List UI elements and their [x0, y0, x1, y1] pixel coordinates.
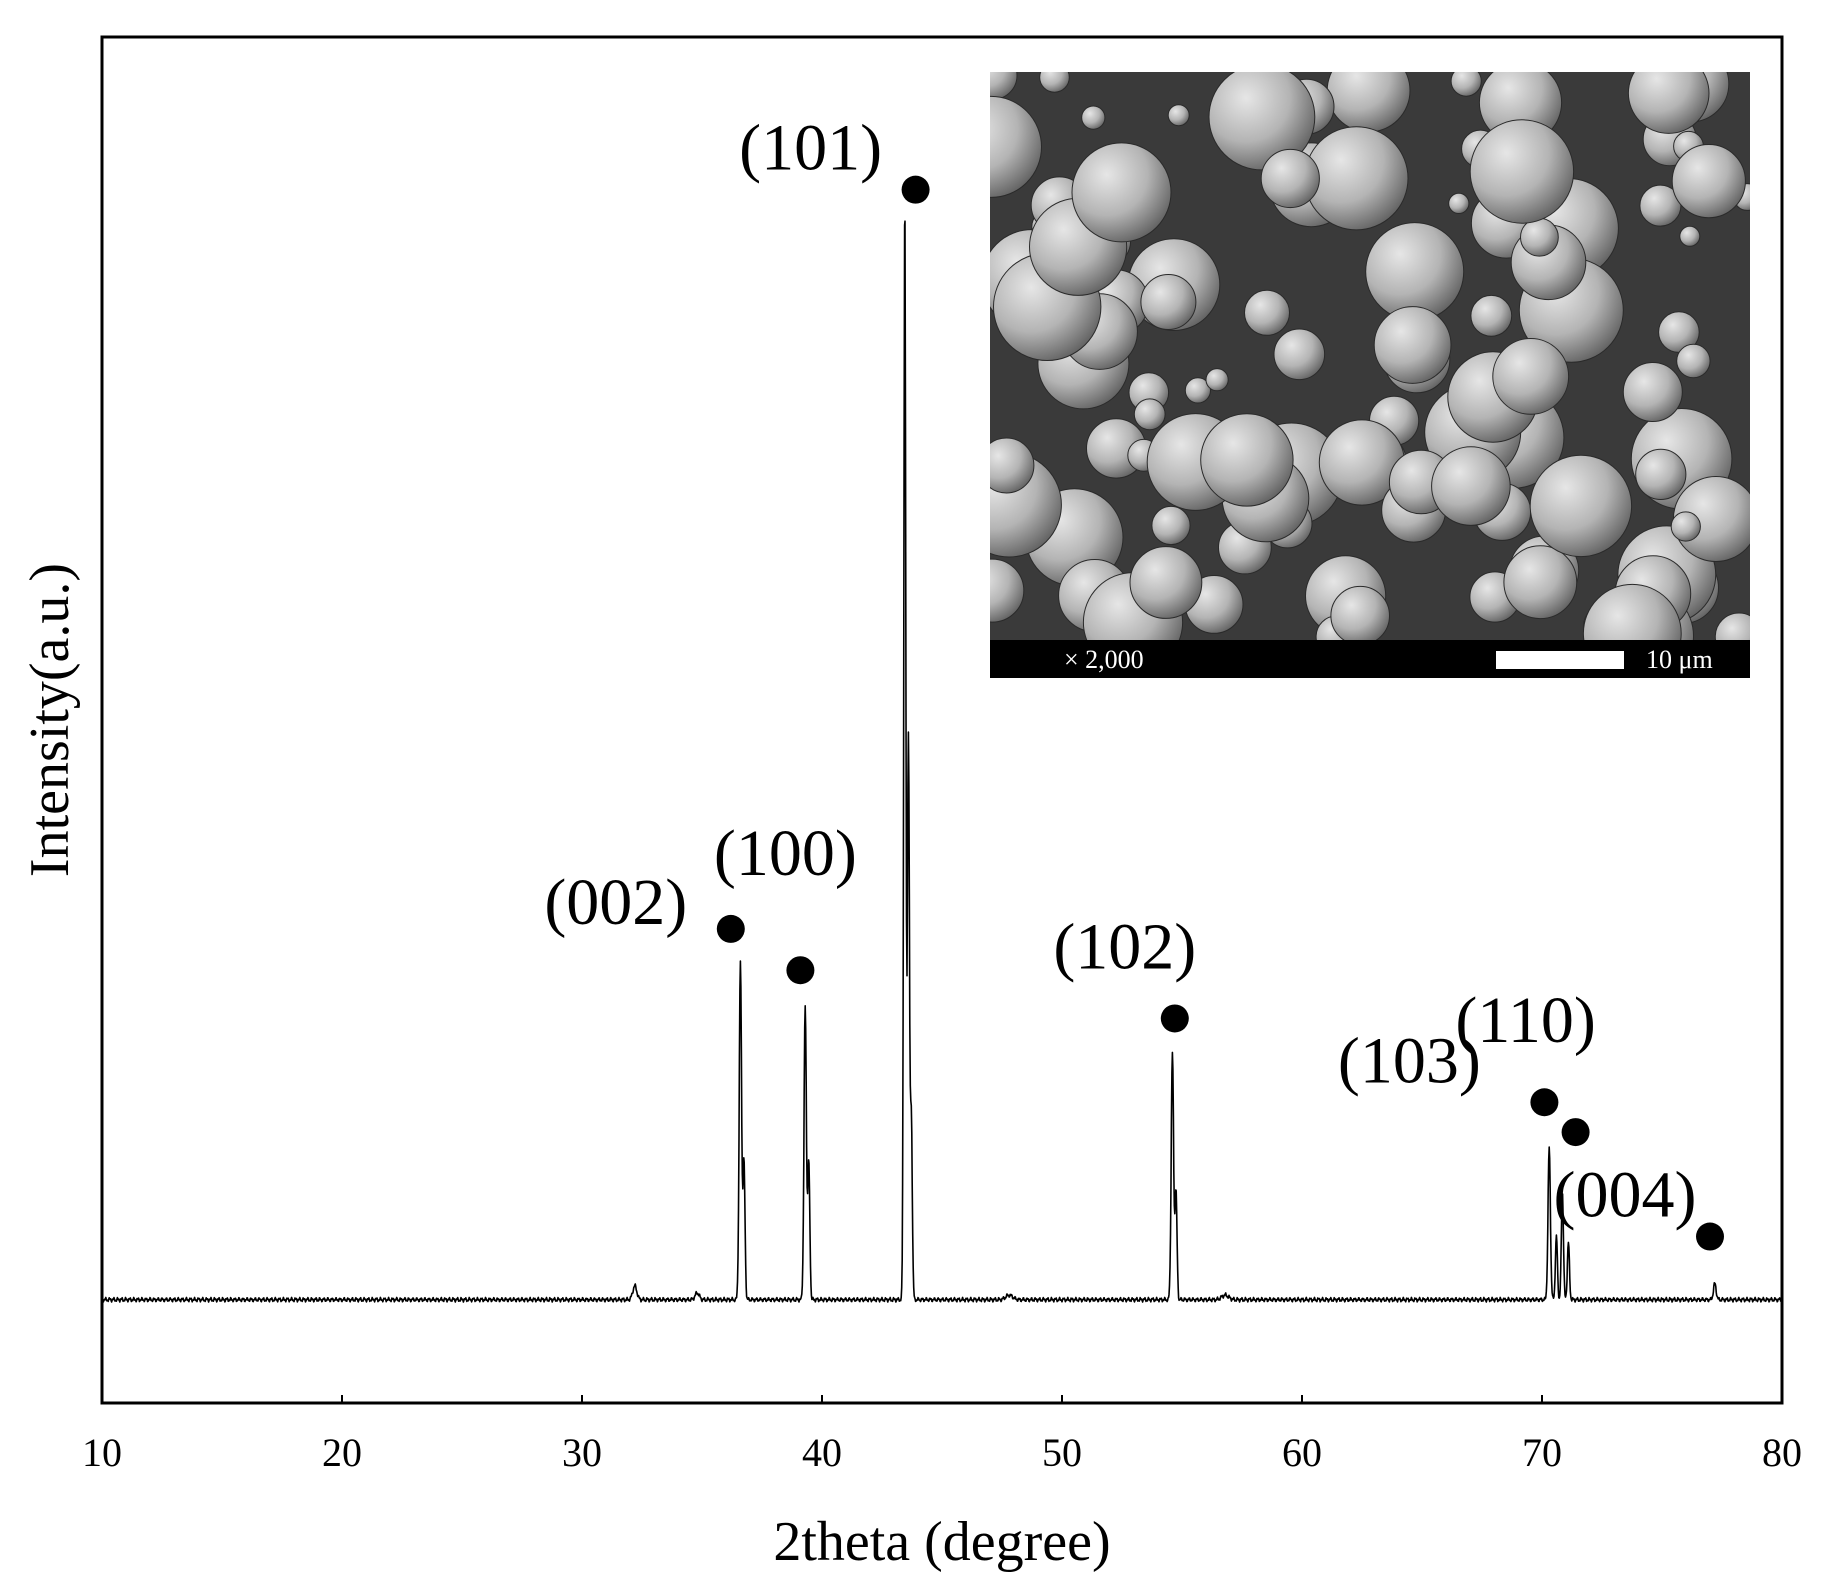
sem-particle [1470, 294, 1513, 337]
sem-magnification: × 2,000 [1064, 645, 1144, 674]
sem-particle [1200, 413, 1294, 507]
sem-particle [1627, 72, 1710, 134]
xrd-spectrum-line [101, 220, 1783, 1303]
sem-particle [1520, 217, 1559, 257]
x-axis-title: 2theta (degree) [773, 1511, 1110, 1573]
peak-label-5: (110) [1455, 984, 1596, 1057]
sem-particle [1129, 546, 1203, 619]
sem-particle [1635, 448, 1687, 500]
sem-particle [1679, 225, 1701, 247]
sem-particle [1273, 328, 1326, 381]
peak-label-0: (002) [544, 866, 687, 939]
sem-particle [1448, 192, 1470, 214]
sem-particle [1469, 119, 1575, 224]
y-axis-title: Intensity(a.u.) [19, 563, 81, 877]
sem-particle [1492, 338, 1570, 415]
sem-particle [1529, 454, 1633, 558]
sem-particle [990, 95, 1042, 198]
peak-label-2: (101) [739, 112, 882, 185]
peak-marker-6 [1696, 1222, 1724, 1251]
peak-marker-1 [786, 956, 815, 985]
peak-marker-5 [1561, 1118, 1590, 1147]
sem-particles [990, 72, 1750, 640]
peak-markers [716, 175, 1724, 1251]
peak-label-6: (004) [1554, 1159, 1697, 1232]
x-tick-label-6: 70 [1522, 1430, 1562, 1475]
sem-particle [1365, 222, 1465, 322]
peak-labels: (002) (100) (101) (102) (103)(110) (004) [544, 112, 1696, 1232]
peak-marker-2 [901, 175, 930, 204]
sem-particle [1670, 511, 1701, 542]
sem-particle [1503, 545, 1578, 620]
sem-particle [1431, 446, 1511, 526]
sem-particle [1330, 585, 1390, 640]
sem-particle [1244, 289, 1290, 336]
sem-particle [1582, 583, 1682, 640]
sem-scale-label: 10 μm [1646, 645, 1713, 674]
x-axis-ticks: 10 20 30 40 50 60 70 80 [82, 1395, 1802, 1475]
x-tick-label-5: 60 [1282, 1430, 1322, 1475]
sem-particle [1676, 343, 1711, 379]
sem-particle [1450, 72, 1482, 97]
sem-particle [1373, 306, 1452, 384]
sem-particle [1184, 377, 1212, 404]
x-tick-label-4: 50 [1042, 1430, 1082, 1475]
sem-particle [1133, 398, 1166, 431]
x-tick-label-3: 40 [802, 1430, 842, 1475]
sem-particle [1260, 148, 1320, 209]
x-tick-label-7: 80 [1762, 1430, 1802, 1475]
sem-particle [1071, 142, 1172, 243]
sem-particle [990, 558, 1025, 623]
x-tick-label-2: 30 [562, 1430, 602, 1475]
sem-particle [1304, 126, 1409, 231]
peak-label-1: (100) [714, 817, 857, 890]
sem-inset: × 2,000 10 μm [990, 72, 1750, 678]
sem-particle [1081, 105, 1106, 130]
sem-particle [1140, 274, 1197, 330]
peak-marker-4 [1530, 1088, 1559, 1117]
sem-particle [1208, 72, 1316, 171]
peak-marker-3 [1160, 1004, 1189, 1033]
sem-particle [990, 437, 1035, 494]
sem-scale-bar [1496, 651, 1624, 669]
sem-particle [1639, 184, 1682, 227]
x-tick-label-0: 10 [82, 1430, 122, 1475]
sem-particle [1151, 505, 1191, 546]
peak-label-3: (102) [1053, 910, 1196, 983]
peak-marker-0 [716, 914, 745, 943]
x-tick-label-1: 20 [322, 1430, 362, 1475]
sem-particle [1205, 368, 1229, 392]
sem-particle [1671, 144, 1746, 219]
sem-particle [1714, 612, 1750, 640]
peak-label-4: (103) [1338, 1024, 1481, 1097]
sem-particle [1622, 362, 1683, 422]
sem-particle [1039, 72, 1070, 93]
sem-particle [1167, 104, 1190, 127]
